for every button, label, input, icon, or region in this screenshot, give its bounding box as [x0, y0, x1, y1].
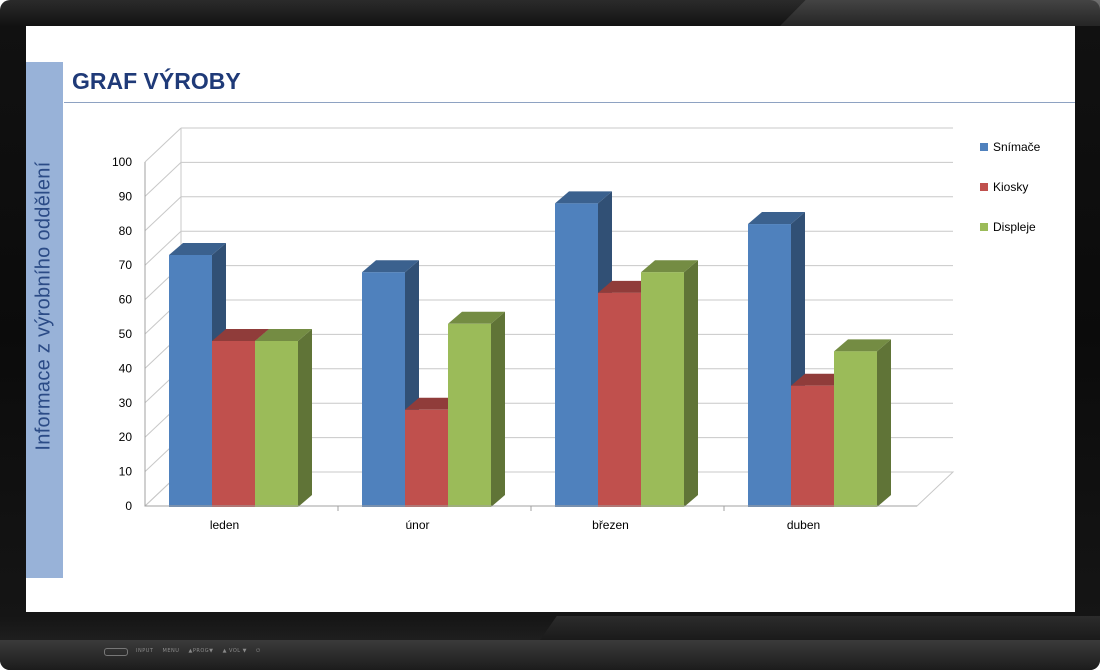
y-tick-label: 10 — [119, 465, 133, 479]
menu-button[interactable]: MENU — [162, 648, 180, 654]
bar-top — [448, 311, 505, 324]
bar-top — [169, 243, 226, 255]
bar-side — [684, 260, 698, 507]
bar-top — [791, 373, 848, 386]
y-tick-label: 0 — [125, 499, 132, 513]
bar-front — [405, 409, 448, 507]
y-tick-label: 50 — [119, 327, 133, 341]
bar-front — [555, 203, 598, 507]
y-tick-label: 60 — [119, 293, 133, 307]
production-bar-chart: 0 10 20 30 40 50 60 70 80 90 100 leden únor březen dub… — [112, 127, 1041, 532]
chart-axes: 0 10 20 30 40 50 60 70 80 90 100 leden únor březen dub… — [112, 155, 917, 532]
side-band — [26, 62, 63, 578]
power-button[interactable]: ⏻ — [256, 648, 261, 654]
chart-bars — [169, 191, 891, 508]
brand-logo-icon — [104, 648, 128, 656]
bezel-reflection — [780, 0, 1100, 26]
x-category-label: duben — [787, 518, 820, 532]
bar-top — [641, 260, 698, 273]
prog-button[interactable]: ▲PROG▼ — [188, 648, 214, 654]
bar-top — [598, 280, 655, 293]
y-tick-label: 90 — [119, 189, 133, 203]
bar-top — [212, 329, 269, 341]
bar-top — [748, 212, 805, 225]
x-category-label: únor — [405, 518, 429, 532]
chart-legend: Snímače Kiosky Displeje — [980, 140, 1041, 234]
input-button[interactable]: INPUT — [136, 648, 154, 654]
bar-3-2 — [834, 339, 891, 507]
y-tick-label: 40 — [119, 361, 133, 375]
legend-swatch — [980, 183, 988, 191]
bar-front — [212, 341, 255, 507]
bar-side — [877, 339, 891, 507]
vol-button[interactable]: ▲ VOL ▼ — [222, 648, 248, 654]
bar-2-2 — [641, 260, 698, 507]
slide-screen: Informace z výrobního oddělení GRAF VÝRO… — [26, 26, 1075, 612]
gridline-depth — [144, 162, 182, 197]
bezel-control-labels: INPUT MENU ▲PROG▼ ▲ VOL ▼ ⏻ — [136, 648, 268, 654]
legend-entry: Kiosky — [993, 180, 1028, 194]
legend-entry: Displeje — [993, 220, 1036, 234]
bar-top — [834, 339, 891, 352]
y-tick-label: 30 — [119, 396, 133, 410]
title-divider — [64, 102, 1075, 103]
bar-front — [791, 385, 834, 507]
y-tick-label: 20 — [119, 430, 133, 444]
bar-top — [405, 397, 462, 410]
legend-entry: Snímače — [993, 140, 1041, 154]
bar-front — [834, 351, 877, 507]
gridline-depth — [144, 127, 182, 163]
y-tick-label: 100 — [112, 155, 132, 169]
gridline-depth — [144, 230, 182, 266]
bar-top — [362, 260, 419, 273]
x-category-label: březen — [592, 518, 629, 532]
bar-front — [169, 255, 212, 507]
bar-front — [598, 292, 641, 507]
bar-front — [448, 323, 491, 507]
bezel-bottom-strip — [0, 640, 1100, 670]
bar-top — [555, 191, 612, 204]
gridline-depth — [144, 196, 182, 232]
bar-front — [748, 224, 791, 508]
bar-0-2 — [255, 329, 312, 507]
bar-front — [255, 341, 298, 507]
bar-top — [255, 329, 312, 341]
legend-swatch — [980, 143, 988, 151]
y-tick-label: 80 — [119, 224, 133, 238]
legend-swatch — [980, 223, 988, 231]
x-category-label: leden — [210, 518, 239, 532]
bar-side — [491, 311, 505, 507]
bar-1-2 — [448, 311, 505, 507]
bar-front — [362, 272, 405, 507]
bar-side — [298, 329, 312, 507]
y-tick-label: 70 — [119, 258, 133, 272]
bar-front — [641, 272, 684, 507]
slide-title: GRAF VÝROBY — [72, 68, 241, 94]
bezel-bottom-reflection — [540, 616, 1100, 640]
